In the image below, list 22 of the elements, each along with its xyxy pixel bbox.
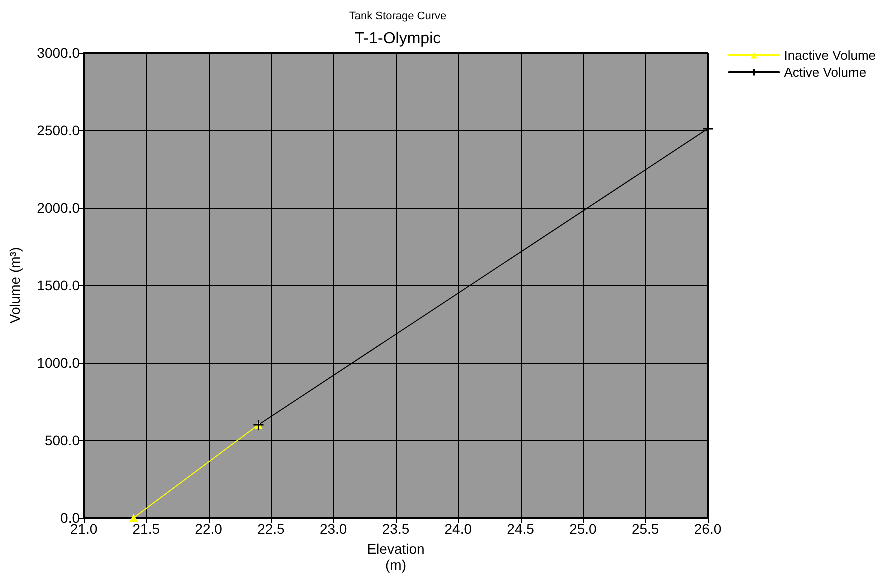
x-tick-label: 26.0 [694,521,722,537]
x-tick-label: 24.5 [507,521,535,537]
chart-title: Tank Storage Curve [349,10,447,22]
y-tick-label: 500.0 [44,432,80,448]
chart-subtitle: T-1-Olympic [354,30,442,48]
x-tick-label: 22.0 [195,521,223,537]
legend-label: Inactive Volume [784,48,876,63]
x-tick-label: 24.0 [444,521,472,537]
legend-label: Active Volume [784,65,867,80]
y-tick-label: 1000.0 [37,355,80,371]
x-tick-label: 25.0 [570,521,598,537]
y-tick-label: 2000.0 [37,200,80,216]
x-axis-title: Elevation (m) [367,540,425,573]
y-tick-label: 1500.0 [37,278,80,294]
x-tick-label: 23.0 [320,521,348,537]
x-tick-label: 25.5 [632,521,660,537]
x-tick-label: 21.5 [132,521,160,537]
y-tick-label: 2500.0 [37,122,80,138]
x-tick-label: 22.5 [258,521,286,537]
y-tick-label: 3000.0 [37,45,80,61]
y-axis-title: Volume (m³) [7,247,23,324]
x-tick-label: 23.5 [382,521,410,537]
